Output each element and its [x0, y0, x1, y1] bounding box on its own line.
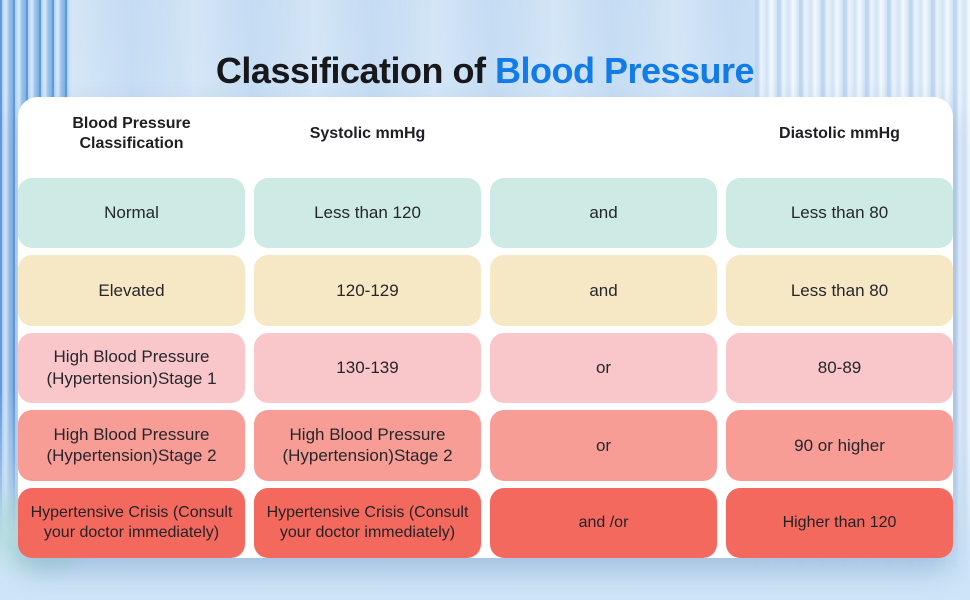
blood-pressure-table: Blood Pressure Classification Systolic m…	[18, 97, 953, 558]
cell-normal-diastolic: Less than 80	[726, 178, 953, 249]
cell-stage1-category: High Blood Pressure (Hypertension)Stage …	[18, 332, 245, 404]
cell-crisis-systolic: Hypertensive Crisis (Consult your doctor…	[254, 487, 481, 558]
cell-elevated-category: Elevated	[18, 255, 245, 326]
cell-elevated-diastolic: Less than 80	[726, 255, 953, 326]
cell-normal-category: Normal	[18, 178, 245, 249]
cell-normal-connector: and	[490, 178, 717, 249]
cell-stage1-diastolic: 80-89	[726, 332, 953, 404]
cell-stage2-category: High Blood Pressure (Hypertension)Stage …	[18, 410, 245, 481]
page-title-highlight: Blood Pressure	[494, 50, 755, 92]
column-header-diastolic: Diastolic mmHg	[779, 125, 900, 142]
cell-elevated-systolic: 120-129	[254, 255, 481, 326]
cell-stage2-systolic: High Blood Pressure (Hypertension)Stage …	[254, 410, 481, 481]
cell-crisis-diastolic: Higher than 120	[726, 487, 953, 558]
cell-stage1-systolic: 130-139	[254, 332, 481, 404]
column-header-connector	[490, 97, 717, 171]
column-header-classification: Blood Pressure Classification	[72, 115, 191, 152]
cell-stage1-connector: or	[490, 332, 717, 404]
cell-crisis-connector: and /or	[490, 487, 717, 558]
cell-stage2-diastolic: 90 or higher	[726, 410, 953, 481]
page-title-prefix: Classification of	[215, 50, 495, 92]
cell-crisis-category: Hypertensive Crisis (Consult your doctor…	[18, 487, 245, 558]
page-title: Classification of Blood Pressure	[0, 50, 970, 92]
cell-elevated-connector: and	[490, 255, 717, 326]
cell-normal-systolic: Less than 120	[254, 178, 481, 249]
column-header-systolic: Systolic mmHg	[309, 125, 426, 142]
cell-stage2-connector: or	[490, 410, 717, 481]
